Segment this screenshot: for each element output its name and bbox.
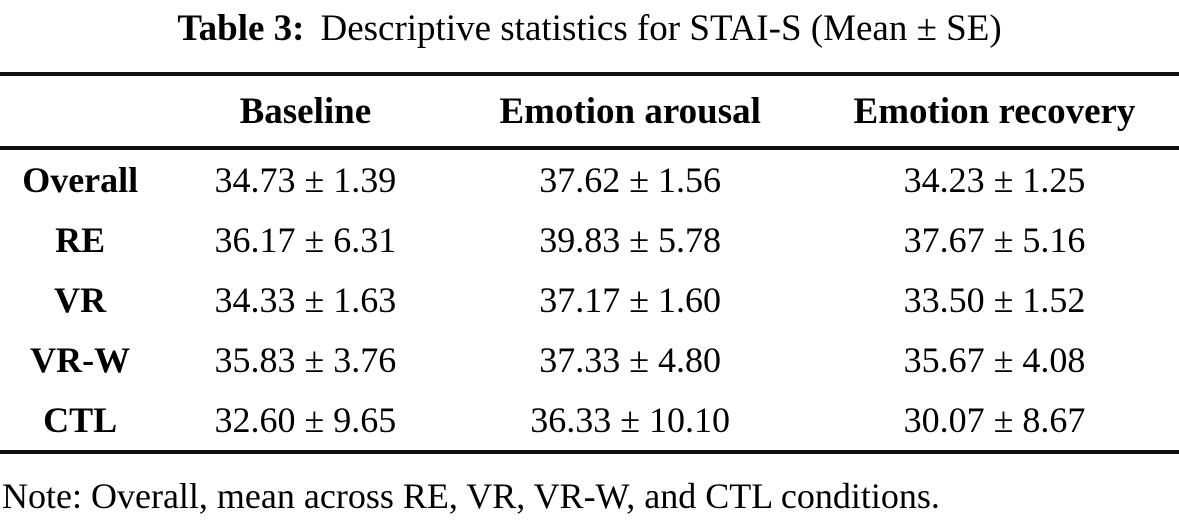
data-cell: 33.50 ± 1.52	[903, 280, 1086, 320]
row-label: RE	[55, 220, 106, 260]
data-cell: 37.33 ± 4.80	[539, 340, 722, 380]
header-row: Baseline Emotion arousal Emotion recover…	[0, 74, 1179, 150]
stats-table: Baseline Emotion arousal Emotion recover…	[0, 72, 1179, 454]
column-header-emotion-arousal: Emotion arousal	[450, 74, 810, 150]
table-caption: Table 3: Descriptive statistics for STAI-…	[0, 0, 1179, 53]
table-row: CTL 32.60 ± 9.65 36.33 ± 10.10 30.07 ± 8…	[0, 390, 1179, 452]
data-cell: 36.33 ± 10.10	[530, 400, 731, 440]
table-row: RE 36.17 ± 6.31 39.83 ± 5.78 37.67 ± 5.1…	[0, 210, 1179, 270]
column-header-empty	[0, 74, 161, 150]
data-cell: 34.73 ± 1.39	[214, 160, 397, 200]
data-cell: 37.67 ± 5.16	[903, 220, 1086, 260]
table-note: Note: Overall, mean across RE, VR, VR-W,…	[2, 476, 940, 516]
data-cell: 30.07 ± 8.67	[903, 400, 1086, 440]
data-cell: 39.83 ± 5.78	[539, 220, 722, 260]
data-cell: 34.33 ± 1.63	[214, 280, 397, 320]
column-header-emotion-recovery: Emotion recovery	[809, 74, 1179, 150]
row-label: VR	[54, 280, 107, 320]
row-label: VR-W	[30, 340, 131, 380]
row-label: CTL	[43, 400, 118, 440]
data-cell: 35.83 ± 3.76	[214, 340, 397, 380]
data-cell: 35.67 ± 4.08	[903, 340, 1086, 380]
data-cell: 37.17 ± 1.60	[539, 280, 722, 320]
row-label: Overall	[22, 160, 139, 200]
table-row: VR-W 35.83 ± 3.76 37.33 ± 4.80 35.67 ± 4…	[0, 330, 1179, 390]
table-caption-text: Descriptive statistics for STAI-S (Mean …	[320, 8, 1002, 49]
table-row: Overall 34.73 ± 1.39 37.62 ± 1.56 34.23 …	[0, 148, 1179, 210]
data-cell: 32.60 ± 9.65	[214, 400, 397, 440]
table-caption-number: Table 3:	[177, 8, 305, 49]
data-cell: 37.62 ± 1.56	[539, 160, 722, 200]
data-cell: 36.17 ± 6.31	[214, 220, 397, 260]
table-row: VR 34.33 ± 1.63 37.17 ± 1.60 33.50 ± 1.5…	[0, 270, 1179, 330]
column-header-baseline: Baseline	[160, 74, 451, 150]
data-cell: 34.23 ± 1.25	[903, 160, 1086, 200]
